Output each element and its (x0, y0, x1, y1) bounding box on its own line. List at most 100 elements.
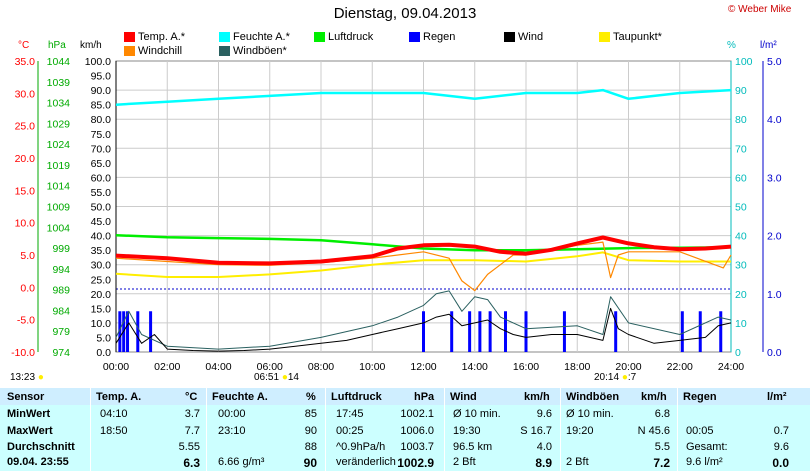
celsius-tick-label: 25.0 (15, 121, 36, 133)
table-cell-wind-val: S 16.7 (520, 425, 552, 437)
hpa-tick-label: 999 (52, 243, 70, 255)
rain-bar (149, 311, 153, 352)
sunrise-time-marker: 06:51 ●14 (254, 372, 299, 383)
lm2-tick-label: 5.0 (767, 56, 782, 68)
rain-bar (136, 311, 140, 352)
table-cell-gust-val: 6.8 (654, 408, 670, 420)
column-separator (677, 388, 678, 471)
rain-bar (698, 311, 702, 352)
hpa-tick-label: 989 (52, 285, 70, 297)
x-tick-label: 24:00 (718, 361, 744, 373)
legend-item-rain: Regen (409, 31, 455, 43)
kmh-tick-label: 70.0 (91, 143, 112, 155)
rain-bar (719, 311, 723, 352)
unit-hpa: hPa (48, 40, 66, 51)
table-header-rain: Regen (683, 391, 717, 403)
rain-bar (488, 311, 492, 352)
hpa-tick-label: 974 (52, 347, 70, 359)
sunset-after-label: :7 (627, 372, 637, 383)
table-header-temp-unit: °C (185, 391, 198, 403)
x-tick-label: 22:00 (667, 361, 693, 373)
table-cell-gust-val: 5.5 (654, 441, 670, 453)
table-cell-wind-info: 2 Bft (453, 456, 476, 468)
x-tick-label: 04:00 (205, 361, 231, 373)
rain-bar (504, 311, 507, 352)
table-cell-label: Durchschnitt (7, 441, 75, 453)
kmh-tick-label: 45.0 (91, 216, 112, 228)
rain-bar (680, 311, 684, 352)
percent-tick-label: 30 (735, 260, 747, 272)
column-separator (560, 388, 561, 471)
series-wind (115, 307, 732, 352)
hpa-tick-label: 1029 (47, 118, 71, 130)
weather-chart: 35.0 30.0 25.0 20.0 15.0 10.0 5.0 0.0 -5.0 -10.0 1… (11, 56, 782, 373)
x-tick-label: 08:00 (308, 361, 334, 373)
table-header-pressure: Luftdruck (331, 391, 382, 403)
hpa-tick-label: 1019 (47, 160, 71, 172)
table-cell-gust-info: 2 Bft (566, 456, 589, 468)
percent-tick-label: 40 (735, 231, 747, 243)
sunrise-marker: 13:23 ● (10, 372, 44, 383)
legend-swatch (599, 32, 610, 42)
table-cell-gust-val: 7.2 (653, 456, 670, 470)
table-cell-temp-val: 6.3 (183, 456, 200, 470)
celsius-tick-label: 5.0 (20, 250, 35, 262)
table-cell-press-time: 17:45 (336, 408, 364, 420)
legend-swatch (219, 46, 230, 56)
unit-lm2: l/m² (760, 40, 777, 51)
series-pressure (115, 233, 732, 252)
hpa-tick-label: 1009 (47, 202, 71, 214)
celsius-tick-label: 0.0 (20, 282, 35, 294)
table-cell-press-val: 1003.7 (400, 441, 434, 453)
sun-icon: ● (621, 372, 628, 383)
legend-item-humidity: Feuchte A.* (219, 31, 290, 43)
legend-swatch (124, 32, 135, 42)
legend-item-windchill: Windchill (124, 45, 182, 57)
x-tick-label: 00:00 (103, 361, 129, 373)
table-header-temp: Temp. A. (96, 391, 142, 403)
percent-tick-label: 70 (735, 143, 747, 155)
x-tick-label: 06:00 (257, 361, 283, 373)
lm2-tick-label: 2.0 (767, 231, 782, 243)
legend-swatch (314, 32, 325, 42)
kmh-tick-label: 100.0 (85, 56, 111, 68)
percent-tick-label: 90 (735, 85, 747, 97)
legend-label: Luftdruck (328, 31, 374, 43)
table-cell-hum-time: 23:10 (218, 425, 246, 437)
table-cell-hum-val: 90 (304, 425, 317, 437)
celsius-tick-label: 35.0 (15, 56, 36, 68)
copyright-label: © Weber Mike (728, 4, 792, 15)
table-cell-press-val: 1006.0 (400, 425, 434, 437)
series-humidity (115, 88, 732, 106)
celsius-tick-label: 30.0 (15, 88, 36, 100)
table-cell-wind-val: 8.9 (535, 456, 552, 470)
percent-tick-label: 10 (735, 318, 747, 330)
legend-label: Wind (518, 31, 544, 43)
table-cell-hum-val: 90 (303, 456, 317, 470)
legend-swatch (409, 32, 420, 42)
kmh-tick-label: 75.0 (91, 129, 112, 141)
celsius-tick-label: 20.0 (15, 153, 36, 165)
table-cell-label: MaxWert (7, 425, 53, 437)
kmh-tick-label: 0.0 (96, 347, 111, 359)
kmh-tick-label: 25.0 (91, 274, 112, 286)
table-cell-temp-time: 04:10 (100, 408, 128, 420)
legend-label: Windchill (138, 45, 183, 57)
hpa-tick-label: 1014 (47, 181, 71, 193)
kmh-tick-label: 15.0 (91, 303, 112, 315)
column-separator (90, 388, 91, 471)
table-header-gusts-unit: km/h (641, 391, 667, 403)
table-cell-hum-time: 6.66 g/m³ (218, 456, 265, 468)
kmh-tick-label: 30.0 (91, 260, 112, 272)
legend-swatch (504, 32, 515, 42)
percent-tick-label: 20 (735, 289, 747, 301)
kmh-tick-label: 35.0 (91, 245, 112, 257)
table-cell-label: MinWert (7, 408, 51, 420)
percent-tick-label: 80 (735, 114, 747, 126)
x-tick-label: 18:00 (564, 361, 590, 373)
legend-swatch (219, 32, 230, 42)
table-cell-temp-val: 3.7 (184, 408, 200, 420)
column-separator (444, 388, 445, 471)
x-tick-label: 12:00 (410, 361, 436, 373)
hpa-tick-label: 1004 (47, 222, 71, 234)
